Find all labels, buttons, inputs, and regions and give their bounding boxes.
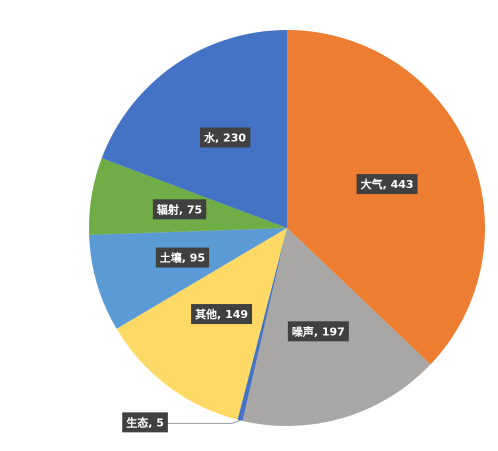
pie-slice	[101, 30, 287, 228]
leader-line	[165, 419, 241, 424]
label-text: 土壤, 95	[160, 251, 205, 265]
data-label: 大气, 443	[356, 174, 418, 195]
pie-slice	[237, 228, 287, 421]
label-box	[122, 412, 168, 433]
data-label: 噪声, 197	[287, 321, 349, 342]
label-box	[152, 199, 207, 220]
pie-slice	[287, 30, 485, 365]
data-label: 生态, 5	[122, 412, 241, 433]
label-box	[191, 304, 253, 325]
data-label: 辐射, 75	[152, 199, 207, 220]
label-text: 大气, 443	[361, 177, 414, 191]
label-box	[356, 174, 418, 195]
label-box	[287, 321, 349, 342]
data-label: 水, 230	[200, 127, 251, 148]
label-box	[155, 247, 210, 268]
label-text: 水, 230	[204, 130, 246, 144]
label-text: 噪声, 197	[292, 324, 345, 338]
pie-slice	[88, 158, 287, 235]
label-box	[200, 127, 251, 148]
pie-slice	[89, 228, 287, 329]
data-label: 土壤, 95	[155, 247, 210, 268]
data-label: 其他, 149	[191, 304, 253, 325]
label-text: 生态, 5	[126, 415, 164, 429]
label-text: 其他, 149	[195, 307, 248, 321]
label-text: 辐射, 75	[157, 202, 202, 216]
